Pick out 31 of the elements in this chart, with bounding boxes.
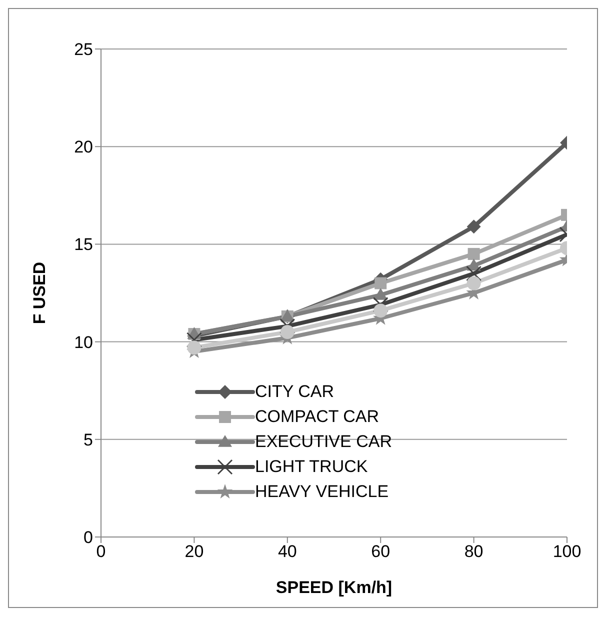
x-axis-title: SPEED [Km/h]: [276, 578, 392, 597]
point: [372, 296, 388, 312]
y-tick-label: 5: [84, 430, 93, 450]
x-tick-label: 80: [464, 542, 484, 562]
point: [466, 276, 481, 290]
y-tick-label: 0: [84, 528, 93, 548]
legend-label: HEAVY VEHICLE: [255, 482, 389, 502]
point: [187, 340, 202, 355]
legend-label: LIGHT TRUCK: [255, 456, 368, 476]
point: [374, 304, 388, 318]
x-tick-label: 60: [371, 542, 390, 562]
x-tick-label: 100: [552, 542, 582, 562]
x-tick-label: 20: [184, 542, 204, 562]
legend-label: CITY CAR: [255, 382, 334, 402]
point: [374, 277, 387, 290]
legend-label: COMPACT CAR: [255, 406, 380, 426]
legend-label: EXECUTIVE CAR: [255, 432, 392, 452]
point: [186, 332, 202, 348]
point: [468, 248, 480, 260]
point: [280, 325, 294, 340]
y-tick-label: 10: [74, 332, 93, 352]
point: [466, 266, 482, 282]
y-tick-label: 15: [74, 235, 93, 254]
x-tick-label: 0: [96, 542, 106, 562]
y-tick-label: 20: [74, 138, 93, 157]
y-axis-title: F USED: [30, 262, 50, 324]
y-tick-label: 25: [74, 40, 93, 60]
point: [374, 288, 388, 300]
point: [466, 220, 481, 234]
point: [280, 318, 296, 334]
x-tick-label: 40: [278, 542, 297, 562]
